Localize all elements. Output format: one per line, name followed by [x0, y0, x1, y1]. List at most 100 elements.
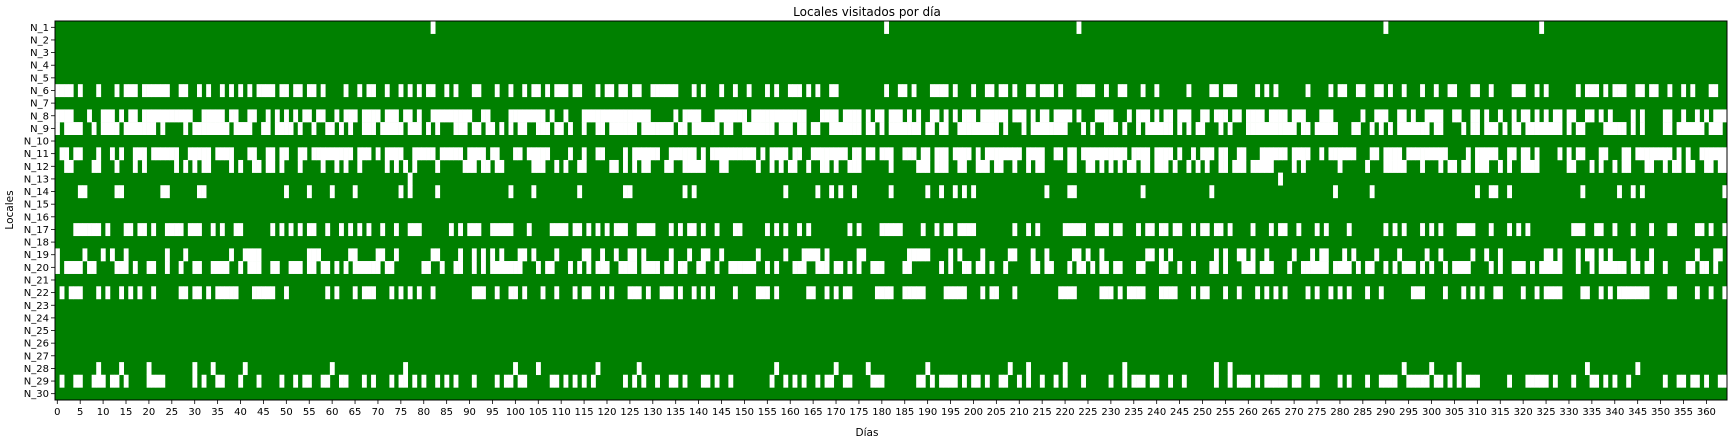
heatmap-cell-not-visited: [1346, 286, 1352, 300]
heatmap-cell-not-visited: [966, 261, 972, 274]
heatmap-cell-not-visited: [96, 159, 102, 173]
heatmap-cell-not-visited: [558, 84, 564, 98]
heatmap-cell-not-visited: [1163, 261, 1169, 274]
heatmap-cell-not-visited: [1044, 185, 1050, 199]
heatmap-cell-not-visited: [105, 122, 111, 135]
heatmap-cell-not-visited: [1282, 122, 1288, 135]
heatmap-cell-not-visited: [219, 109, 225, 123]
heatmap-cell-not-visited: [476, 286, 482, 300]
heatmap-cell-not-visited: [1181, 109, 1187, 123]
heatmap-cell-not-visited: [1635, 286, 1641, 300]
heatmap-cell-not-visited: [1053, 109, 1059, 123]
heatmap-cell-not-visited: [797, 122, 802, 135]
heatmap-cell-not-visited: [1598, 147, 1604, 161]
heatmap-cell-not-visited: [957, 122, 963, 135]
heatmap-cell-not-visited: [1342, 248, 1348, 262]
heatmap-cell-not-visited: [1690, 261, 1696, 274]
heatmap-cell-not-visited: [132, 159, 138, 173]
heatmap-cell-not-visited: [545, 122, 551, 135]
heatmap-cell-not-visited: [870, 122, 876, 135]
heatmap-cell-not-visited: [1525, 159, 1531, 173]
heatmap-cell-not-visited: [838, 122, 844, 135]
heatmap-cell-not-visited: [842, 374, 848, 388]
heatmap-cell-not-visited: [769, 374, 775, 388]
heatmap-cell-not-visited: [132, 122, 138, 135]
heatmap-cell-not-visited: [261, 122, 267, 135]
heatmap-cell-not-visited: [1140, 147, 1146, 161]
heatmap-cell-not-visited: [1030, 122, 1036, 135]
heatmap-cell-not-visited: [210, 362, 216, 376]
heatmap-cell-not-visited: [481, 286, 486, 300]
heatmap-cell-not-visited: [164, 109, 170, 123]
heatmap-cell-not-visited: [384, 159, 390, 173]
heatmap-cell-not-visited: [613, 109, 619, 123]
heatmap-cell-not-visited: [1649, 147, 1655, 161]
heatmap-cell-not-visited: [865, 109, 871, 123]
heatmap-cell-not-visited: [1168, 248, 1174, 262]
x-tick-label: 295: [1399, 407, 1418, 418]
heatmap-cell-not-visited: [1433, 84, 1439, 98]
heatmap-cell-not-visited: [201, 147, 207, 161]
heatmap-cell-not-visited: [613, 248, 619, 262]
heatmap-cell-not-visited: [1236, 374, 1242, 388]
heatmap-cell-not-visited: [1291, 109, 1297, 123]
heatmap-cell-not-visited: [1168, 122, 1174, 135]
heatmap-cell-not-visited: [659, 122, 665, 135]
heatmap-cell-not-visited: [1012, 147, 1018, 161]
heatmap-cell-not-visited: [1035, 223, 1041, 237]
heatmap-cell-not-visited: [1507, 159, 1512, 173]
heatmap-cell-not-visited: [1397, 248, 1403, 262]
heatmap-cell-not-visited: [123, 248, 129, 262]
heatmap-cell-not-visited: [490, 248, 496, 262]
heatmap-cell-not-visited: [325, 374, 331, 388]
heatmap-cell-not-visited: [1516, 261, 1522, 274]
heatmap-cell-not-visited: [1630, 185, 1636, 199]
heatmap-cell-not-visited: [531, 159, 537, 173]
heatmap-cell-not-visited: [1420, 122, 1425, 135]
heatmap-cell-not-visited: [1117, 261, 1123, 274]
heatmap-cell-not-visited: [77, 84, 83, 98]
heatmap-cell-not-visited: [994, 122, 999, 135]
heatmap-cell-not-visited: [586, 109, 592, 123]
heatmap-cell-not-visited: [270, 159, 276, 173]
heatmap-cell-not-visited: [1273, 374, 1279, 388]
heatmap-cell-not-visited: [412, 122, 418, 135]
heatmap-cell-not-visited: [902, 147, 908, 161]
heatmap-cell-not-visited: [64, 122, 70, 135]
heatmap-cell-not-visited: [1543, 248, 1549, 262]
heatmap-cell-not-visited: [146, 374, 152, 388]
heatmap-cell-not-visited: [1090, 159, 1096, 173]
heatmap-cell-not-visited: [939, 374, 944, 388]
heatmap-cell-not-visited: [600, 147, 605, 161]
heatmap-cell-not-visited: [1300, 159, 1306, 173]
heatmap-cell-not-visited: [398, 374, 404, 388]
heatmap-cell-not-visited: [572, 374, 578, 388]
heatmap-cell-not-visited: [1681, 109, 1687, 123]
heatmap-cell-not-visited: [192, 122, 198, 135]
heatmap-cell-not-visited: [430, 286, 436, 300]
plot-frame: [54, 20, 1728, 401]
heatmap-cell-not-visited: [1012, 159, 1018, 173]
heatmap-cell-not-visited: [1140, 261, 1146, 274]
heatmap-cell-not-visited: [627, 261, 633, 274]
heatmap-cell-not-visited: [618, 223, 624, 237]
heatmap-cell-not-visited: [874, 109, 880, 123]
heatmap-cell-not-visited: [989, 286, 995, 300]
heatmap-cell-not-visited: [1401, 159, 1407, 173]
heatmap-cell-not-visited: [1351, 248, 1357, 262]
heatmap-cell-not-visited: [1104, 122, 1109, 135]
heatmap-cell-not-visited: [366, 122, 372, 135]
heatmap-cell-not-visited: [1117, 159, 1123, 173]
heatmap-cell-not-visited: [499, 248, 505, 262]
heatmap-cell-not-visited: [719, 147, 725, 161]
heatmap-cell-not-visited: [1122, 147, 1128, 161]
heatmap-cell-not-visited: [824, 286, 830, 300]
heatmap-cell-not-visited: [1026, 159, 1032, 173]
heatmap-cell-not-visited: [1044, 84, 1050, 98]
heatmap-cell-not-visited: [952, 109, 958, 123]
heatmap-cell-not-visited: [1081, 261, 1086, 274]
heatmap-cell-not-visited: [1195, 122, 1201, 135]
heatmap-cell-not-visited: [975, 147, 981, 161]
y-tick-label: N_1: [30, 23, 49, 34]
heatmap-cell-not-visited: [952, 147, 958, 161]
